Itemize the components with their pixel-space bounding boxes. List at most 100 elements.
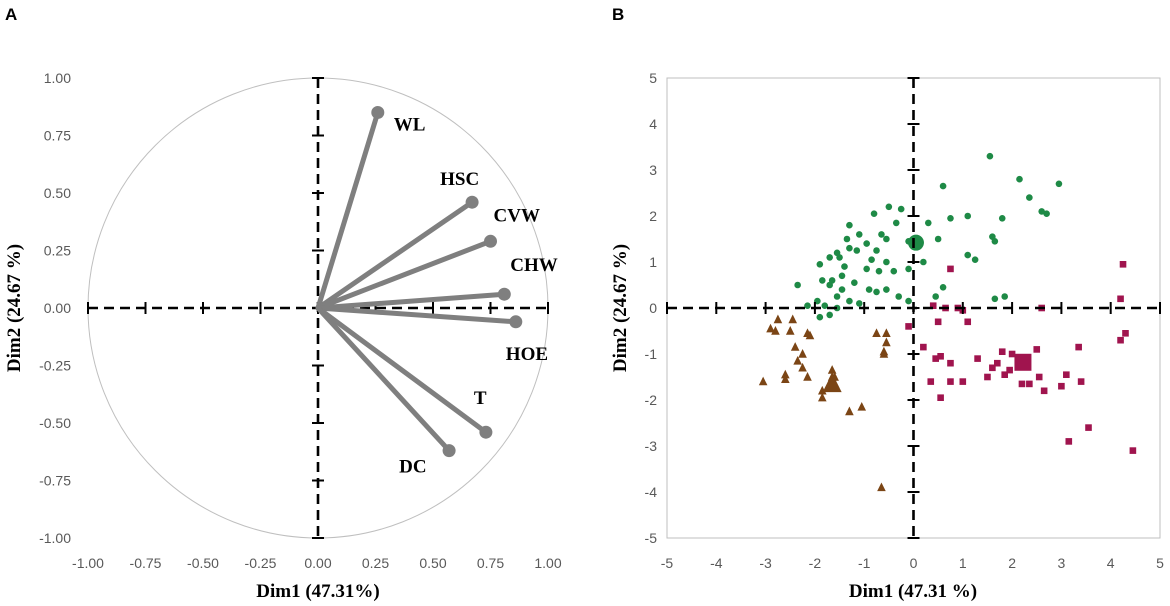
group-3-point [882,328,891,338]
group-1-point [991,238,999,245]
panel-a-y-tick-label: -0.50 [39,415,71,431]
group-1-point [826,311,833,319]
panel-b-y-tick-label: 5 [649,70,657,86]
group-1-point [846,221,853,229]
group-2-point [937,394,944,401]
panel-b-x-tick-label: -3 [759,555,772,571]
group-3-point [771,326,780,335]
panel-a-y-tick-label: 0.00 [44,300,71,316]
group-2-point [1117,295,1124,303]
group-1-point [878,231,885,238]
group-3-point [845,406,854,416]
group-1-point [939,284,947,291]
group-2-point [934,318,942,326]
group-2-point [964,318,972,326]
panel-b-axes: -5 -4 -3 -2 -1 0 1 2 3 4 5 5 4 3 2 1 0 -1 -2 -3 -4 -5 [645,70,1165,571]
panel-a-x-tick-label: 0.50 [419,555,446,571]
group-2-point [994,359,1001,367]
group-1-point [855,231,863,238]
group-2-point [937,353,944,360]
group-1-point [863,240,870,247]
panel-a-x-tick-label: -1.00 [72,555,104,571]
group-2-point [1075,343,1082,351]
panel-b-x-tick-label: 0 [910,555,918,571]
group-1-point [826,254,833,261]
group-1-point [1038,208,1045,215]
group-2-point [1129,447,1137,454]
group-2-point [932,355,939,362]
panel-b-y-tick-label: -2 [645,392,658,408]
vector-line-t [315,305,489,435]
vector-label-hoe: HOE [506,344,548,365]
group-2-point [905,323,912,330]
group-3-point [817,392,827,402]
panel-a-y-axis-title: Dim2 (24.67 %) [4,244,25,372]
group-1-point [816,261,824,268]
group-2-point [1033,346,1041,353]
group-3-point [798,362,807,372]
group-3-point [805,330,815,340]
group-2-point [1065,438,1073,445]
group-1-point [883,286,890,293]
group-3-point [766,323,775,333]
group-2-point [920,343,927,351]
panel-a-x-tick-label: 0.00 [304,555,331,571]
group-1-point [873,247,880,254]
group-1-point [883,258,890,266]
vector-tip-hoe [509,315,523,329]
group-1-point [1043,210,1050,217]
panel-a-y-tick-label: 0.50 [44,185,71,201]
panel-a-x-tick-label: 0.25 [362,555,389,571]
vector-tip-t [479,425,493,439]
panel-b-y-tick-label: -1 [645,346,658,362]
group-1-point [846,297,853,305]
vector-line-chw [315,291,507,311]
panel-b-x-tick-label: 2 [1008,555,1016,571]
panel-b-points [758,152,1137,492]
vector-tip-chw [497,287,511,301]
group-1-point [1001,293,1009,300]
group-1-point [934,235,942,243]
group-1-point [836,254,843,261]
group-1-point [986,152,994,160]
group-3-point [785,326,795,335]
panel-a-x-tick-label: -0.50 [187,555,219,571]
panel-a-vectors: WL HSC CVW CHW HOE T DC [315,106,558,478]
panel-a-y-tick-label: 0.75 [44,128,71,144]
group-3-point [758,376,768,386]
group-3-point [790,342,800,351]
group-1-point [998,215,1006,222]
panel-b-x-tick-label: 3 [1058,555,1066,571]
group-3-point [857,401,867,411]
group-2-point [1008,350,1016,358]
group-2-point [947,378,954,385]
panel-a-y-tick-label: -0.75 [39,473,71,489]
panel-b-y-tick-label: -4 [645,484,658,500]
group-1-point [883,235,890,243]
vector-tip-hsc [465,195,479,209]
group-2-point [1077,378,1085,385]
panel-b-label: B [612,5,624,24]
group-3-point [793,355,802,365]
group-2-point [1119,261,1127,268]
panel-b-x-tick-label: 4 [1107,555,1115,571]
panel-b-y-tick-label: -3 [645,438,658,454]
group-3-point [827,365,837,374]
group-1-point [905,265,912,273]
group-2-point [1001,371,1009,378]
group-1-point [890,267,898,275]
panel-b-x-tick-label: -1 [858,555,871,571]
group-1-point [991,295,999,303]
panel-b-y-tick-label: 0 [649,300,657,316]
panel-a-x-tick-label: 0.75 [477,555,504,571]
panel-b-x-axis-title: Dim1 (47.31 %) [849,581,977,602]
group-1-point [868,256,875,264]
vector-label-t: T [474,388,487,409]
group-1-point [863,265,870,273]
group-1-point [895,293,903,300]
group-1-point [964,212,972,220]
panel-a-y-tick-label: 0.25 [44,243,71,259]
vector-tip-cvw [484,234,497,248]
panel-b-y-tick-label: 4 [649,116,657,132]
